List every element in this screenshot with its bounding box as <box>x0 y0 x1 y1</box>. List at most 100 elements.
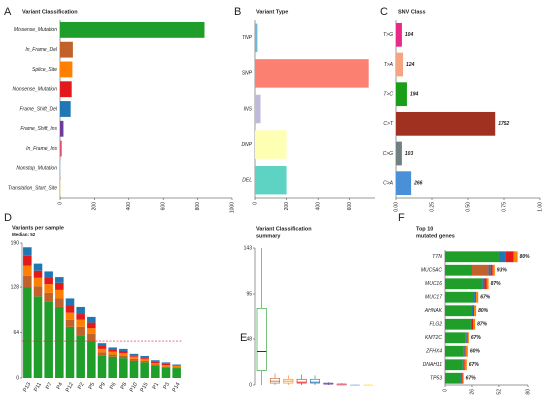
bar-segment <box>463 345 465 357</box>
bar <box>255 94 261 124</box>
bar-segment <box>108 354 117 357</box>
bar-segment <box>55 282 64 290</box>
x-tick-label: 800 <box>195 202 201 211</box>
bar-segment <box>498 251 506 263</box>
bar-segment <box>172 365 181 368</box>
category-label: MUC5AC <box>421 268 443 274</box>
count-label: 124 <box>406 62 415 68</box>
bar-segment <box>87 333 96 342</box>
category-label: Nonsense_Mutation <box>13 87 58 93</box>
bar-segment <box>151 360 160 362</box>
count-label: 104 <box>405 32 414 38</box>
category-label: TTN <box>432 254 442 260</box>
count-label: 1752 <box>498 121 509 127</box>
chart-title: Variant Type <box>256 9 288 15</box>
bar-segment <box>464 359 467 371</box>
bar-segment <box>87 322 96 329</box>
bar-segment <box>476 291 479 303</box>
count-label: 266 <box>413 180 423 186</box>
x-tick-label: 0.75 <box>501 202 507 212</box>
bar-segment <box>44 277 53 285</box>
bar-segment <box>473 318 476 330</box>
x-tick-label: 0 <box>252 202 258 205</box>
bar-segment <box>471 305 474 317</box>
bar-segment <box>471 318 474 330</box>
bar-segment <box>463 359 465 371</box>
y-tick-label: 190 <box>11 240 20 246</box>
frequency-label: 87% <box>477 322 488 328</box>
bar-segment <box>161 363 171 366</box>
frequency-label: 67% <box>469 362 480 368</box>
box-body <box>296 378 307 384</box>
bar-segment <box>55 277 64 283</box>
bar-segment <box>129 355 139 357</box>
category-label: Missense_Mutation <box>14 27 57 33</box>
bar-segment <box>161 367 171 378</box>
bar <box>255 23 258 53</box>
bar-segment <box>492 264 495 276</box>
bar <box>60 101 71 117</box>
bar-segment <box>119 355 128 359</box>
bar-segment <box>23 255 32 266</box>
frequency-label: 67% <box>480 295 491 301</box>
bar-segment <box>87 341 96 378</box>
bar-segment <box>464 345 466 357</box>
bar-segment <box>76 335 85 378</box>
frequency-label: 67% <box>471 335 482 341</box>
x-tick-label: P8 <box>120 382 129 391</box>
bar-segment <box>33 286 43 297</box>
bar <box>396 52 404 77</box>
y-tick-label: 143 <box>244 245 253 251</box>
bar-segment <box>119 348 128 351</box>
x-tick-label: P2 <box>77 382 86 391</box>
bar-segment <box>76 306 85 315</box>
bar-segment <box>172 364 181 366</box>
category-label: Translation_Start_Site <box>8 185 57 191</box>
bar-segment <box>474 291 476 303</box>
y-tick-label: 0 <box>249 382 252 388</box>
bar <box>396 111 496 136</box>
x-tick-label: P1 <box>152 382 161 391</box>
bar-segment <box>44 301 53 378</box>
box-body <box>256 308 267 371</box>
bar <box>396 82 407 107</box>
bar-segment <box>129 360 139 378</box>
bar-segment <box>462 372 464 384</box>
bar-segment <box>151 361 160 364</box>
x-tick-label: 400 <box>126 202 132 211</box>
bar-segment <box>108 351 117 355</box>
category-label: Splice_Site <box>32 67 57 73</box>
chart-title: Top 10 <box>416 226 433 232</box>
frequency-label: 93% <box>497 268 508 274</box>
bar-segment <box>474 305 477 317</box>
bar <box>60 140 62 157</box>
x-tick-label: 0 <box>57 202 63 205</box>
bar-segment <box>140 362 149 378</box>
category-label: DNP <box>241 142 252 148</box>
x-tick-label: P15 <box>140 382 150 393</box>
x-tick-label: P9 <box>98 382 107 391</box>
frequency-label: 80% <box>520 254 531 260</box>
chart-title: Variant Classification <box>256 226 312 232</box>
category-label: INS <box>244 106 253 112</box>
count-label: 103 <box>405 151 414 157</box>
bar-segment <box>445 264 472 276</box>
bar-segment <box>475 291 477 303</box>
bar-segment <box>172 365 181 366</box>
category-label: C>G <box>383 151 394 157</box>
x-tick-label: P4 <box>56 382 65 391</box>
bar-segment <box>23 247 32 256</box>
category-label: FLG2 <box>429 322 442 328</box>
x-tick-label: 26 <box>469 389 475 395</box>
bar-segment <box>161 362 171 364</box>
bar-segment <box>97 348 107 353</box>
bar-segment <box>473 305 475 317</box>
category-label: In_Frame_Ins <box>26 146 57 152</box>
category-label: MUC16 <box>425 281 442 287</box>
bar-segment <box>65 298 75 306</box>
bar-segment <box>465 332 467 344</box>
bar-segment <box>482 278 485 290</box>
y-tick-label: 128 <box>11 284 20 290</box>
bar-segment <box>23 275 32 288</box>
x-tick-label: 80 <box>525 389 531 395</box>
